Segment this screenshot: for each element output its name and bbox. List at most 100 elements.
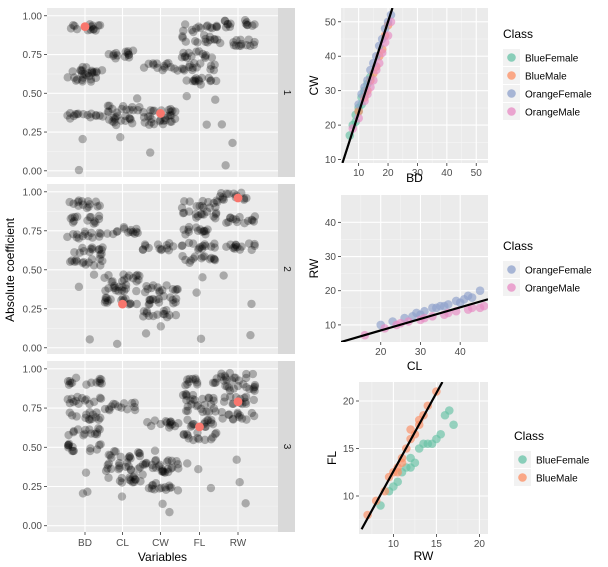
data-point-FL bbox=[185, 374, 194, 384]
data-point-CW bbox=[159, 309, 168, 319]
data-point-CL bbox=[130, 229, 139, 238]
data-point-CW bbox=[149, 281, 158, 290]
y-tick-label: 40 bbox=[325, 52, 337, 63]
data-point-RW bbox=[235, 212, 244, 222]
data-point-FL bbox=[193, 400, 203, 410]
data-point-RW bbox=[242, 41, 251, 50]
data-point-outlier bbox=[170, 114, 180, 124]
data-point-RW bbox=[234, 376, 244, 385]
data-point-BD bbox=[87, 378, 96, 387]
facet-strip-label: 2 bbox=[281, 266, 292, 272]
data-point-RW bbox=[249, 40, 259, 49]
data-point-CW bbox=[149, 119, 159, 129]
data-point-RW bbox=[226, 392, 235, 401]
data-point-BD bbox=[73, 109, 83, 118]
data-point-FL bbox=[177, 64, 187, 73]
data-point-BD bbox=[71, 109, 80, 119]
data-point-CL bbox=[104, 473, 113, 482]
data-point-CW bbox=[162, 418, 172, 427]
data-point-FL bbox=[183, 380, 192, 389]
highlight-point-FL bbox=[195, 422, 204, 432]
data-point-FL bbox=[205, 255, 215, 264]
data-point-BD bbox=[68, 218, 78, 227]
data-point-FL bbox=[178, 390, 188, 400]
data-point-outlier bbox=[202, 120, 211, 129]
data-point-FL bbox=[212, 208, 221, 218]
data-point-BD bbox=[74, 196, 83, 205]
x-tick-label: 10 bbox=[353, 168, 365, 179]
data-point-CW bbox=[138, 245, 148, 254]
data-point-FL bbox=[201, 230, 210, 239]
data-point-FL bbox=[212, 196, 221, 205]
data-point-FL bbox=[206, 435, 216, 444]
data-point-CL bbox=[119, 275, 129, 284]
data-point-FL bbox=[204, 197, 213, 207]
data-point-outlier bbox=[116, 132, 125, 142]
data-point-BD bbox=[92, 430, 102, 439]
data-point-CL bbox=[111, 447, 120, 456]
data-point-CL bbox=[134, 464, 143, 473]
data-point-outlier bbox=[241, 499, 250, 508]
data-point-CL bbox=[132, 286, 141, 296]
data-point-CL bbox=[107, 453, 116, 463]
data-point-BD bbox=[77, 70, 87, 79]
data-point-BD bbox=[81, 413, 90, 423]
data-point-FL bbox=[184, 377, 194, 387]
data-point-RW bbox=[220, 393, 229, 402]
data-point-CW bbox=[142, 309, 151, 318]
data-point-BD bbox=[95, 232, 104, 241]
data-point-BD bbox=[71, 396, 80, 406]
data-point-BD bbox=[72, 24, 82, 34]
legend-label: BlueFemale bbox=[525, 54, 579, 65]
x-tick-label: 20 bbox=[382, 168, 394, 179]
data-point-CL bbox=[133, 448, 143, 457]
legend-swatch-BlueFemale bbox=[507, 53, 516, 62]
data-point-BD bbox=[69, 229, 78, 239]
data-point-CL bbox=[113, 51, 122, 60]
data-point-CW bbox=[141, 459, 151, 468]
data-point-CW bbox=[159, 61, 169, 71]
data-point-CW bbox=[165, 483, 175, 492]
data-point-FL bbox=[209, 35, 219, 44]
data-point-CW bbox=[144, 300, 153, 309]
highlight-point-RW bbox=[233, 397, 243, 407]
data-point-RW bbox=[243, 20, 252, 30]
data-point-CL bbox=[110, 115, 120, 124]
data-point-BlueMale bbox=[393, 467, 403, 477]
legend: Class OrangeFemale OrangeMale bbox=[503, 239, 592, 296]
data-point-CL bbox=[114, 286, 123, 296]
data-point-BD bbox=[98, 256, 107, 266]
data-point-CL bbox=[130, 398, 139, 407]
data-point-CW bbox=[147, 283, 156, 293]
data-point-CL bbox=[130, 405, 140, 415]
data-point-CL bbox=[125, 452, 134, 461]
data-point-RW bbox=[223, 19, 233, 29]
data-point-RW bbox=[250, 382, 260, 391]
data-point-FL bbox=[199, 203, 208, 212]
data-point-BD bbox=[79, 247, 89, 256]
data-point-outlier bbox=[206, 483, 216, 493]
data-point-FL bbox=[180, 66, 189, 75]
data-point-FL bbox=[210, 255, 220, 265]
data-point-CW bbox=[159, 116, 168, 125]
data-point-BlueFemale bbox=[445, 406, 454, 415]
data-point-CL bbox=[115, 476, 125, 486]
data-point-CW bbox=[138, 245, 148, 254]
data-point-BD bbox=[68, 442, 77, 452]
data-point-CL bbox=[114, 282, 124, 292]
data-point-outlier bbox=[126, 465, 136, 475]
data-point-BD bbox=[64, 380, 74, 389]
data-point-CL bbox=[124, 300, 134, 309]
data-point-BD bbox=[96, 375, 106, 384]
data-point-CW bbox=[162, 59, 171, 69]
data-point-BD bbox=[65, 257, 75, 266]
data-point-BD bbox=[89, 24, 98, 34]
data-point-CW bbox=[164, 105, 173, 115]
data-point-CW bbox=[147, 421, 156, 431]
data-point-CW bbox=[158, 119, 168, 129]
data-point-RW bbox=[242, 383, 251, 392]
data-point-RW bbox=[241, 392, 251, 401]
data-point-CL bbox=[128, 228, 138, 237]
y-tick-label: 0.25 bbox=[23, 128, 43, 139]
data-point-CL bbox=[104, 296, 113, 306]
